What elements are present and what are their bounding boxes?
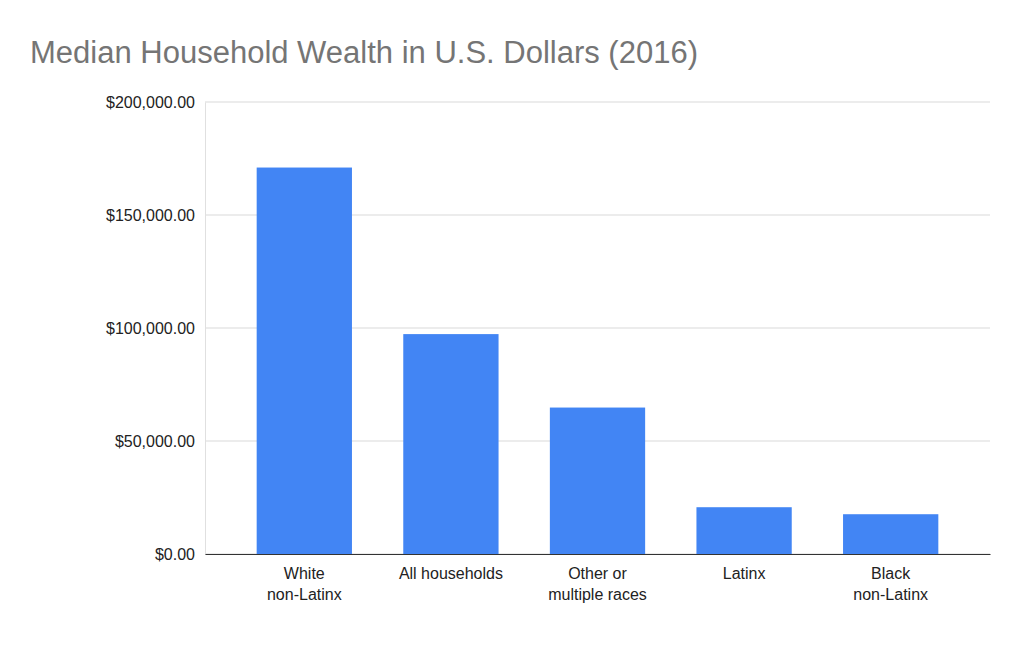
y-axis-line [205, 103, 206, 555]
x-tick-label: Other ormultiple races [548, 565, 647, 603]
y-tick: $150,000.00 [106, 207, 205, 224]
y-tick: $100,000.00 [106, 320, 205, 337]
bar [550, 408, 645, 554]
x-tick: Whitenon-Latinx [267, 554, 342, 603]
x-tick-label: Blacknon-Latinx [853, 565, 928, 603]
y-tick: $200,000.00 [106, 94, 205, 111]
x-axis-line [206, 554, 991, 555]
x-tick: Other ormultiple races [548, 554, 647, 603]
x-tick-label: Whitenon-Latinx [267, 565, 342, 603]
x-tick: Latinx [723, 554, 766, 582]
y-tick-label: $150,000.00 [106, 207, 195, 224]
x-axis: Whitenon-Latinx All households Other ormul… [206, 554, 991, 603]
y-tick-label: $100,000.00 [106, 320, 195, 337]
y-tick: $0.00 [155, 546, 205, 563]
x-tick: All households [399, 554, 503, 582]
y-tick-label: $0.00 [155, 546, 195, 563]
y-tick-label: $50,000.00 [115, 433, 195, 450]
bar [843, 514, 938, 554]
chart: Median Household Wealth in U.S. Dollars … [0, 0, 1024, 645]
y-axis: $0.00 $50,000.00 $100,000.00 $150,000.00 $20… [106, 94, 205, 563]
background [0, 0, 1024, 645]
grid-line [205, 102, 990, 103]
x-tick-label: All households [399, 565, 503, 582]
bars [257, 168, 939, 554]
grid [205, 102, 990, 554]
bar [403, 334, 498, 554]
x-tick-label: Latinx [723, 565, 766, 582]
bar [257, 168, 352, 554]
bar [696, 507, 791, 554]
title: Median Household Wealth in U.S. Dollars … [30, 35, 698, 70]
x-tick: Blacknon-Latinx [853, 554, 928, 603]
y-tick-label: $200,000.00 [106, 94, 195, 111]
y-tick: $50,000.00 [115, 433, 205, 450]
